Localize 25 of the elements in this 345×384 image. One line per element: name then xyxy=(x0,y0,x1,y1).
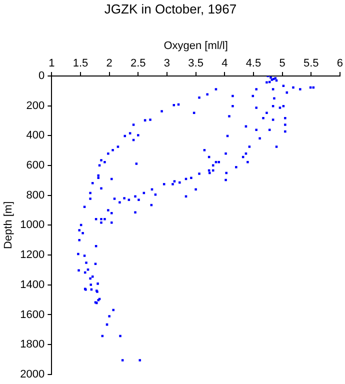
x-tick-label: 4.5 xyxy=(246,57,262,70)
chart-title: JGZK in October, 1967 xyxy=(104,1,237,16)
y-tick-label: 600 xyxy=(26,160,45,172)
x-tick-label: 6 xyxy=(336,57,344,70)
y-tick-label: 200 xyxy=(26,100,45,112)
x-axis-title: Oxygen [ml/l] xyxy=(164,40,228,52)
y-tick-label: 800 xyxy=(26,189,45,202)
y-tick-label: 400 xyxy=(26,130,45,142)
x-tick-label: 1 xyxy=(48,57,55,70)
x-tick-label: 4 xyxy=(222,57,228,70)
y-axis-title: Depth [m] xyxy=(2,201,15,250)
x-tick-label: 2.5 xyxy=(130,57,146,70)
y-tick-label: 1000 xyxy=(20,219,45,232)
y-tick-label: 0 xyxy=(38,70,45,82)
x-tick-label: 5 xyxy=(279,57,286,70)
y-tick-label: 1400 xyxy=(20,278,45,291)
y-tick-label: 2000 xyxy=(20,368,45,380)
x-tick-label: 5.5 xyxy=(303,57,319,70)
y-tick-label: 1800 xyxy=(20,338,45,351)
x-tick-label: 3 xyxy=(164,57,170,70)
x-tick-label: 1.5 xyxy=(72,57,88,70)
x-tick-label: 2 xyxy=(106,57,112,70)
x-tick-label: 3.5 xyxy=(188,57,204,70)
y-tick-label: 1200 xyxy=(20,249,45,262)
y-tick-label: 1600 xyxy=(20,308,45,321)
